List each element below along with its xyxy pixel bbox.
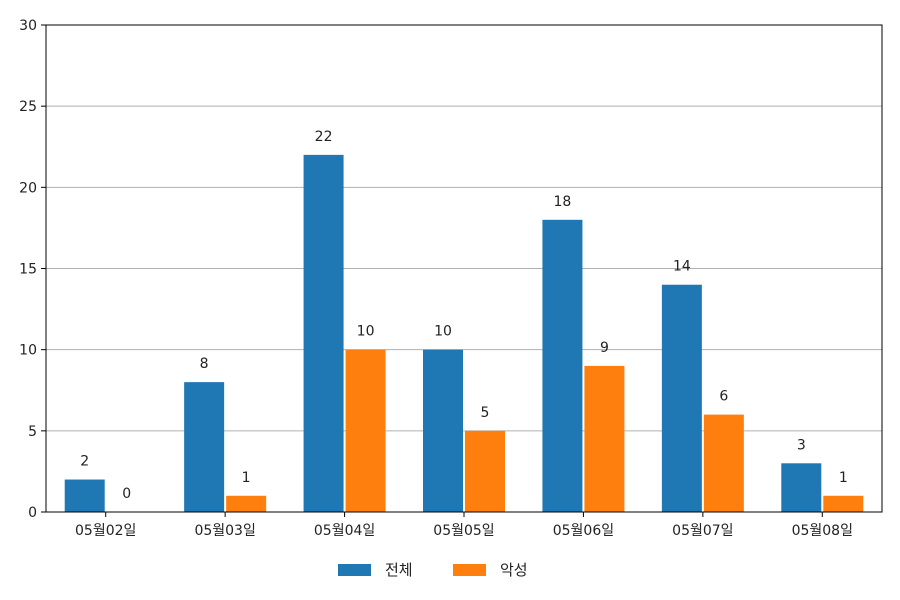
- data-label: 6: [719, 389, 728, 405]
- y-tick-label: 30: [19, 18, 37, 34]
- x-tick-label: 05월04일: [314, 523, 375, 539]
- legend-label[interactable]: 전체: [385, 561, 413, 579]
- y-tick-label: 20: [19, 180, 37, 196]
- legend-swatch[interactable]: [338, 564, 371, 576]
- legend-label[interactable]: 악성: [500, 561, 528, 579]
- data-label: 10: [434, 324, 452, 340]
- y-tick-label: 0: [28, 505, 37, 521]
- data-label: 3: [797, 437, 806, 453]
- grid-layer: [46, 105, 882, 432]
- data-label: 10: [357, 324, 375, 340]
- bar: [584, 365, 625, 512]
- y-axis: 0 5 10 15 20 25 30: [19, 18, 46, 521]
- data-label: 1: [839, 470, 848, 486]
- y-tick-label: 25: [19, 99, 37, 115]
- data-label: 18: [554, 194, 572, 210]
- bar: [823, 495, 864, 512]
- bar: [465, 430, 505, 512]
- data-label: 1: [242, 470, 251, 486]
- bar: [781, 463, 822, 512]
- y-tick-label: 10: [19, 343, 37, 359]
- bar: [184, 382, 225, 512]
- y-tick-label: 5: [28, 424, 37, 440]
- bar: [542, 219, 583, 513]
- bar: [661, 284, 702, 512]
- bar: [423, 349, 463, 512]
- x-tick-label: 05월03일: [194, 523, 255, 539]
- data-label: 22: [315, 129, 333, 145]
- data-label: 2: [80, 454, 89, 470]
- x-axis: 05월02일 05월03일 05월04일 05월05일 05월06일 05월07일 05월0…: [75, 512, 853, 539]
- x-tick-label: 05월06일: [553, 523, 614, 539]
- x-tick-label: 05월07일: [672, 523, 733, 539]
- y-tick-label: 15: [19, 262, 37, 278]
- bars-layer: [64, 154, 864, 513]
- data-label: 5: [481, 405, 490, 421]
- x-tick-label: 05월02일: [75, 523, 136, 539]
- data-labels-layer: 2 0 8 1 22 10 10 5 18 9 14 6 3 1: [80, 129, 847, 502]
- bar: [703, 414, 744, 512]
- data-label: 14: [673, 259, 691, 275]
- data-label: 8: [200, 356, 209, 372]
- bar: [64, 479, 105, 512]
- legend[interactable]: 전체 악성: [338, 561, 528, 579]
- x-tick-label: 05월05일: [433, 523, 494, 539]
- x-tick-label: 05월08일: [792, 523, 853, 539]
- bar: [226, 495, 267, 512]
- bar: [303, 154, 344, 512]
- data-label: 9: [600, 340, 609, 356]
- data-label: 0: [122, 486, 131, 502]
- legend-swatch[interactable]: [453, 564, 486, 576]
- bar: [345, 349, 386, 512]
